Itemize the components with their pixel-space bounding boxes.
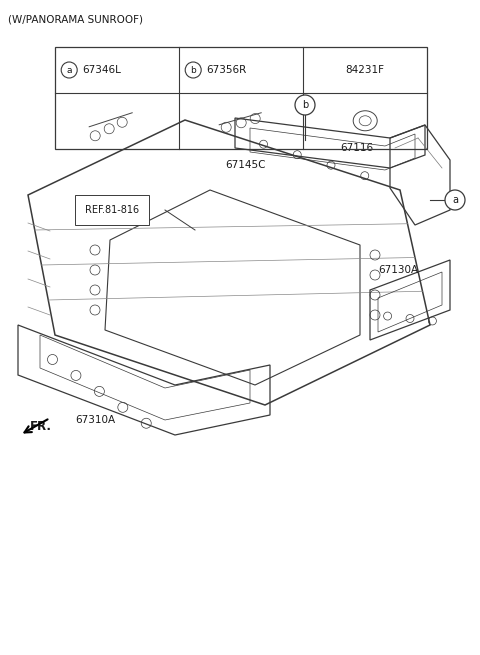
Text: 84231F: 84231F: [346, 65, 384, 75]
Circle shape: [295, 95, 315, 115]
Text: REF.81-816: REF.81-816: [85, 205, 139, 215]
Circle shape: [445, 190, 465, 210]
Text: 67310A: 67310A: [75, 415, 115, 425]
Text: 67346L: 67346L: [82, 65, 121, 75]
Text: 67145C: 67145C: [225, 160, 265, 170]
Text: a: a: [452, 195, 458, 205]
Text: b: b: [191, 66, 196, 75]
Text: 67116: 67116: [340, 143, 373, 153]
Text: (W/PANORAMA SUNROOF): (W/PANORAMA SUNROOF): [8, 14, 143, 24]
Text: a: a: [66, 66, 72, 75]
Text: FR.: FR.: [30, 420, 52, 433]
Text: b: b: [302, 100, 308, 110]
Text: 67130A: 67130A: [378, 265, 418, 275]
Text: 67356R: 67356R: [206, 65, 246, 75]
Bar: [55, 47, 427, 149]
